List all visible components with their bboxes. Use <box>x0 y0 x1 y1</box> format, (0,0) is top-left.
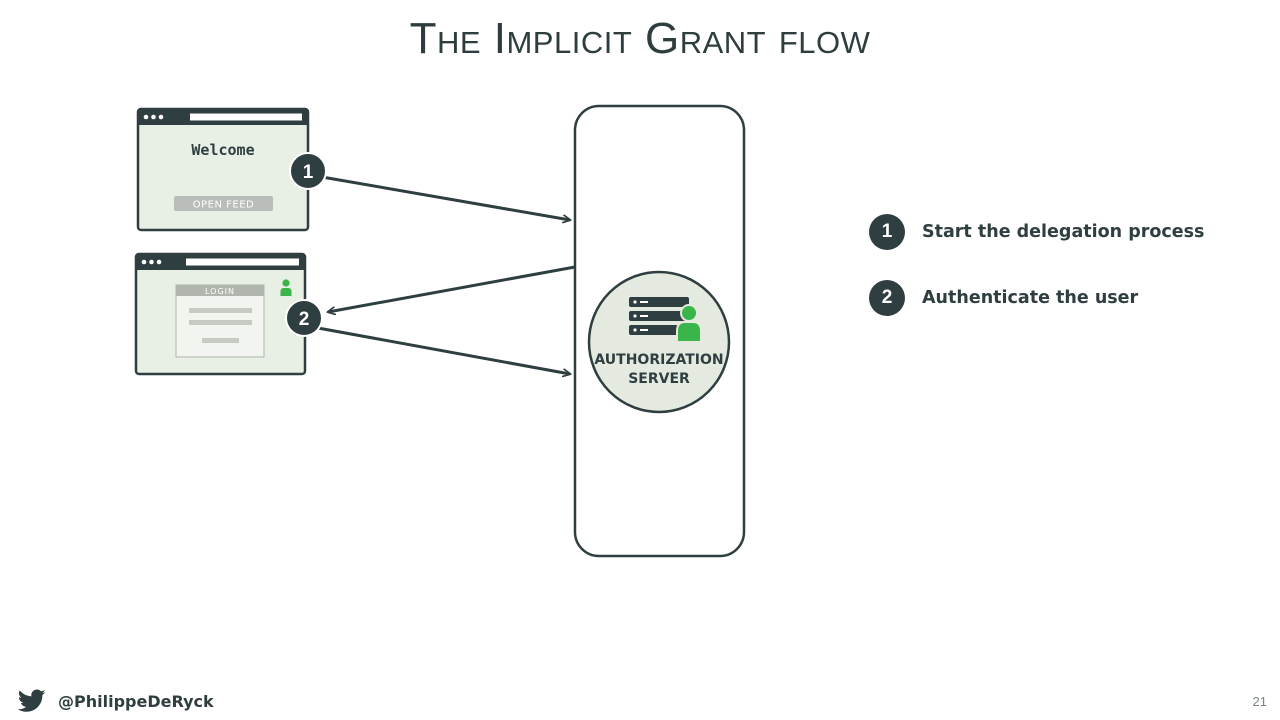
login-form-title: LOGIN <box>205 287 235 296</box>
slide-title: The Implicit Grant flow <box>409 14 871 63</box>
legend-item-2: 2 Authenticate the user <box>869 280 1138 316</box>
server-label-line1: AUTHORIZATION <box>594 352 723 368</box>
address-bar <box>186 258 299 266</box>
server-icon <box>629 297 689 335</box>
username-field[interactable] <box>189 308 252 313</box>
legend-label-1: Start the delegation process <box>922 222 1205 242</box>
welcome-heading: Welcome <box>191 141 254 159</box>
legend-label-2: Authenticate the user <box>922 288 1139 308</box>
authorization-server-circle <box>587 270 731 414</box>
server-user-icon <box>676 304 702 343</box>
svg-text:2: 2 <box>299 309 310 330</box>
user-icon <box>280 279 292 296</box>
arrow-step-1-to-server <box>321 175 570 220</box>
browser-window-login: LOGIN <box>134 252 307 376</box>
login-form: LOGIN <box>175 284 265 358</box>
browser-window-welcome: Welcome OPEN FEED <box>136 107 310 232</box>
legend-badge-1: 1 <box>869 214 905 250</box>
server-label-line2: SERVER <box>628 371 690 387</box>
legend-badge-2: 2 <box>869 280 905 316</box>
arrow-login-to-server <box>317 326 570 374</box>
step-badge-1: 1 <box>289 152 327 190</box>
address-bar <box>190 113 302 121</box>
svg-text:1: 1 <box>303 162 314 183</box>
open-feed-button[interactable]: OPEN FEED <box>174 196 273 211</box>
step-badge-2: 2 <box>285 299 323 337</box>
password-field[interactable] <box>189 320 252 325</box>
footer-twitter-handle[interactable]: @PhilippeDeRyck <box>18 689 214 713</box>
arrow-server-to-login <box>328 265 576 312</box>
legend-item-1: 1 Start the delegation process <box>869 214 1204 250</box>
page-number: 21 <box>1252 694 1267 709</box>
twitter-bird-icon <box>18 689 46 712</box>
login-submit-button[interactable] <box>202 338 239 343</box>
twitter-handle-text: @PhilippeDeRyck <box>58 691 214 711</box>
open-feed-button-label: OPEN FEED <box>193 200 254 211</box>
